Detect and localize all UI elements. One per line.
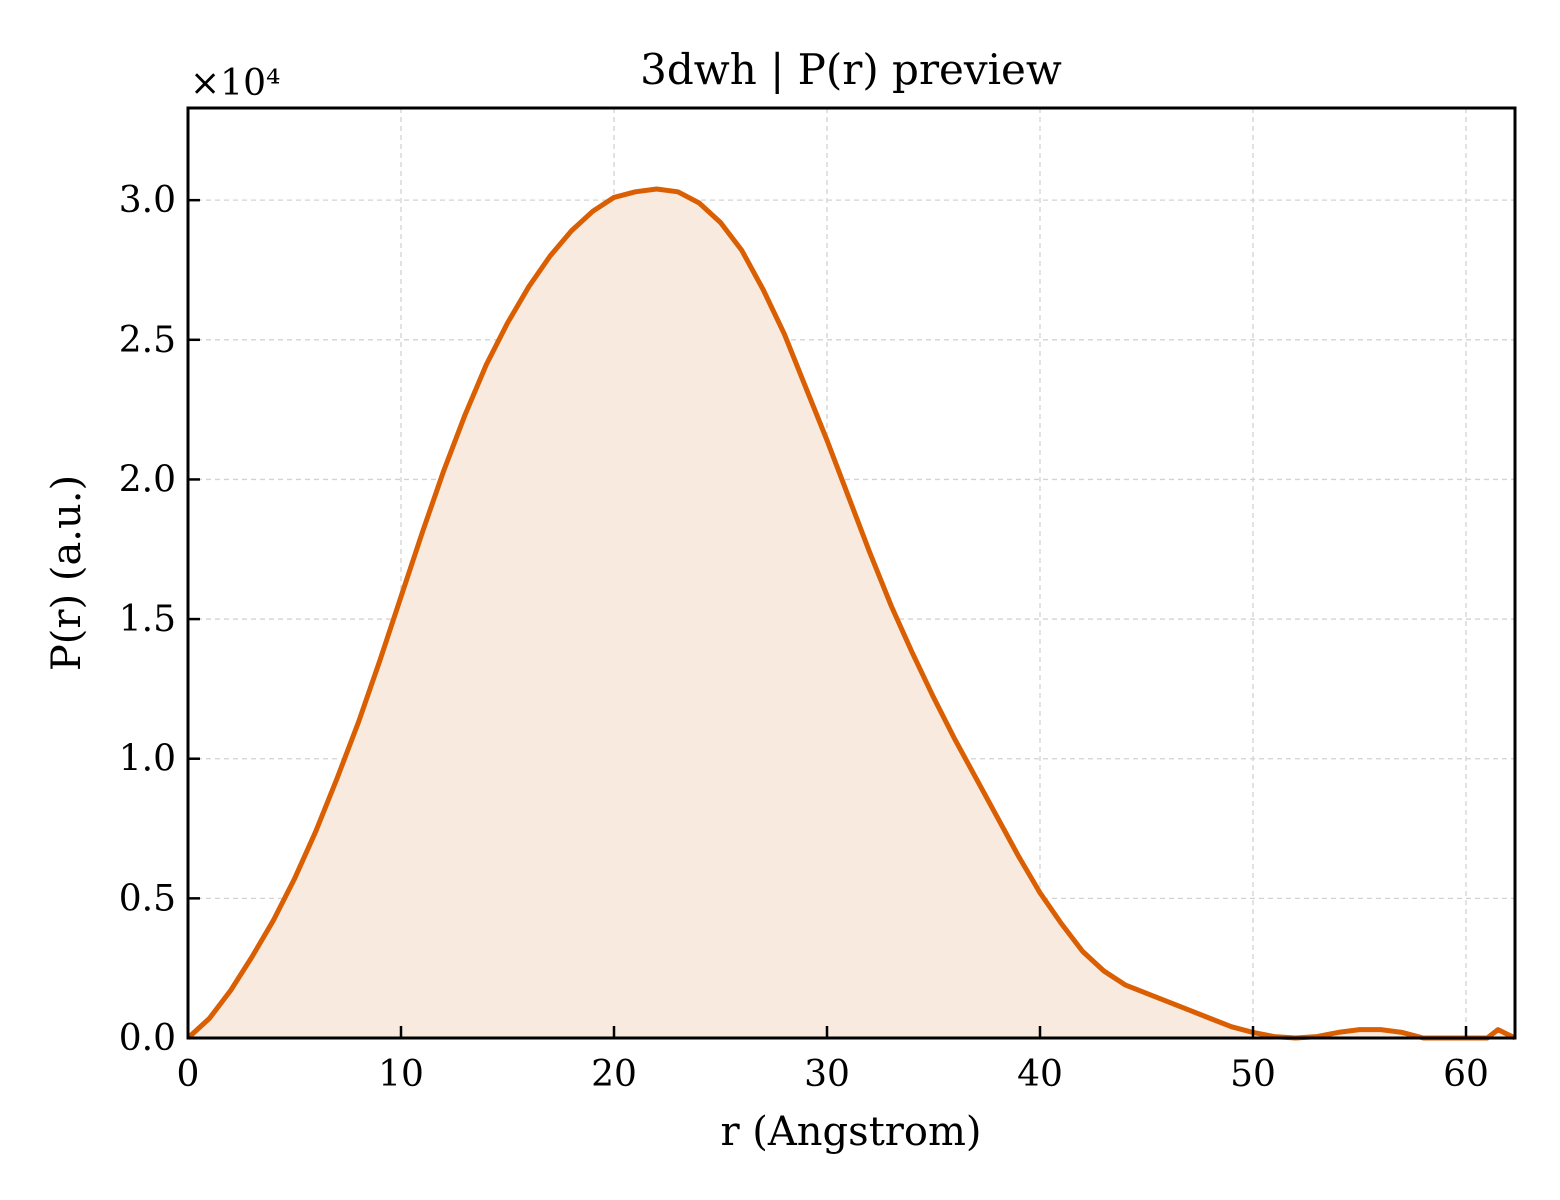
x-tick-label: 30 — [804, 1054, 850, 1095]
y-tick-label: 0.5 — [119, 878, 176, 919]
x-tick-label: 10 — [378, 1054, 424, 1095]
y-tick-label: 2.0 — [119, 459, 176, 500]
x-tick-label: 60 — [1443, 1054, 1489, 1095]
y-tick-label: 1.5 — [119, 599, 176, 640]
x-tick-label: 20 — [591, 1054, 637, 1095]
y-tick-label: 0.0 — [119, 1018, 176, 1059]
x-tick-label: 40 — [1017, 1054, 1063, 1095]
y-tick-label: 3.0 — [119, 180, 176, 221]
y-tick-label: 2.5 — [119, 320, 176, 361]
x-tick-label: 0 — [177, 1054, 200, 1095]
ticks: 0 10 20 30 40 50 60 0.0 0.5 1.0 1.5 2.0 2.5 3.0 — [119, 180, 1489, 1095]
plot-frame — [186, 106, 1517, 1040]
y-axis-title: P(r) (a.u.) — [44, 475, 90, 671]
x-tick-label: 50 — [1230, 1054, 1276, 1095]
y-tick-label: 1.0 — [119, 739, 176, 780]
pr-area-fill — [188, 189, 1515, 1038]
y-multiplier-label: ×10⁴ — [190, 63, 280, 104]
chart-title: 3dwh | P(r) preview — [640, 45, 1062, 94]
x-axis-title: r (Angstrom) — [720, 1109, 981, 1155]
